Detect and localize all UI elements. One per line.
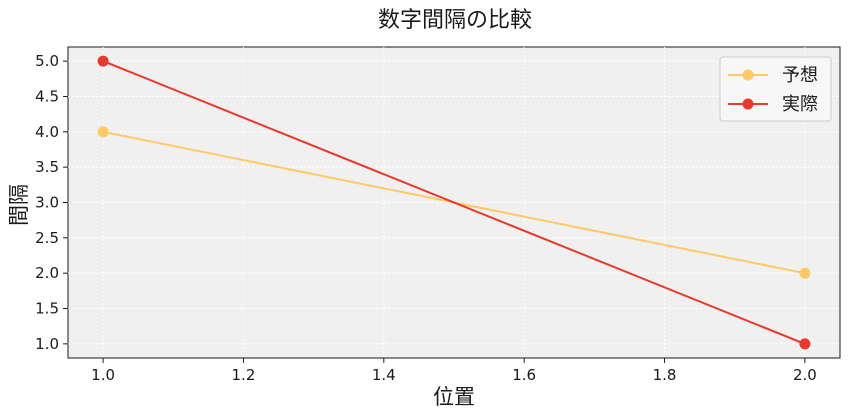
y-tick-label: 3.5: [35, 158, 59, 176]
data-point: [97, 126, 109, 138]
legend-label: 実際: [782, 94, 818, 115]
y-tick-label: 2.5: [35, 229, 59, 247]
y-tick-label: 4.5: [35, 87, 59, 105]
series-line-1: [102, 60, 806, 345]
x-tick-label: 1.8: [653, 366, 677, 384]
x-axis: 1.0 1.2 1.4 1.6 1.8 2.0: [91, 358, 817, 384]
x-tick-label: 1.2: [232, 366, 256, 384]
data-point: [799, 267, 811, 279]
y-tick-label: 3.0: [35, 194, 59, 212]
legend-swatch-marker: [742, 98, 754, 110]
data-point: [799, 338, 811, 350]
chart-title: 数字間隔の比較: [378, 8, 532, 33]
x-axis-label: 位置: [433, 385, 475, 409]
x-tick-label: 2.0: [793, 366, 817, 384]
y-axis: 1.0 1.5 2.0 2.5 3.0 3.5 4.0 4.5 5.0: [35, 52, 68, 353]
y-tick-label: 1.5: [35, 300, 59, 318]
data-point: [97, 55, 109, 67]
legend-swatch-marker: [742, 69, 754, 81]
x-tick-label: 1.6: [512, 366, 536, 384]
y-tick-label: 1.0: [35, 335, 59, 353]
legend-label: 予想: [782, 65, 818, 86]
y-tick-label: 2.0: [35, 264, 59, 282]
x-tick-label: 1.0: [91, 366, 115, 384]
series-group: [97, 55, 811, 350]
y-tick-label: 4.0: [35, 123, 59, 141]
y-tick-label: 5.0: [35, 52, 59, 70]
grid-lines: [68, 47, 840, 358]
x-tick-label: 1.4: [372, 366, 396, 384]
y-axis-label: 間隔: [7, 184, 31, 226]
